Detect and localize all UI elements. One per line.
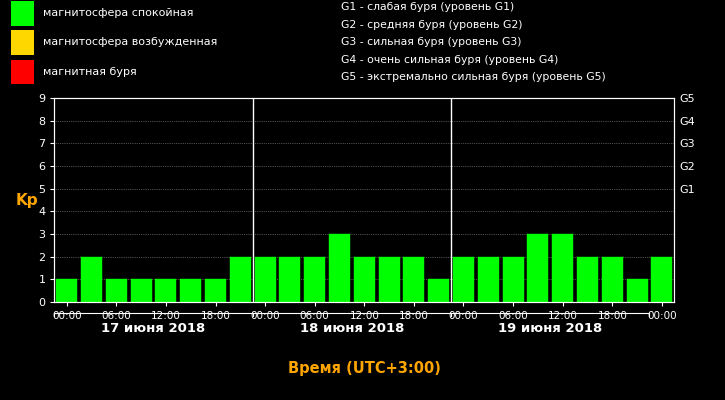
Bar — [230, 257, 251, 302]
Y-axis label: Kp: Kp — [16, 192, 38, 208]
Bar — [428, 279, 450, 302]
Text: магнитосфера спокойная: магнитосфера спокойная — [43, 8, 194, 18]
Bar — [651, 257, 672, 302]
Text: G5 - экстремально сильная буря (уровень G5): G5 - экстремально сильная буря (уровень … — [341, 72, 605, 82]
Bar — [11, 30, 34, 54]
Bar — [453, 257, 474, 302]
Bar — [577, 257, 598, 302]
Bar — [279, 257, 300, 302]
Bar — [304, 257, 326, 302]
Bar — [11, 60, 34, 84]
Bar — [403, 257, 424, 302]
Bar — [329, 234, 350, 302]
Bar — [254, 257, 276, 302]
Bar — [552, 234, 573, 302]
Bar — [502, 257, 523, 302]
Text: G2 - средняя буря (уровень G2): G2 - средняя буря (уровень G2) — [341, 20, 522, 30]
Bar — [57, 279, 78, 302]
Bar — [626, 279, 647, 302]
Bar — [130, 279, 152, 302]
Text: магнитосфера возбужденная: магнитосфера возбужденная — [43, 37, 218, 47]
Bar — [478, 257, 499, 302]
Text: магнитная буря: магнитная буря — [43, 67, 136, 77]
Text: Время (UTC+3:00): Время (UTC+3:00) — [288, 360, 441, 376]
Text: G4 - очень сильная буря (уровень G4): G4 - очень сильная буря (уровень G4) — [341, 55, 558, 65]
Bar — [378, 257, 399, 302]
Bar — [155, 279, 176, 302]
Text: 18 июня 2018: 18 июня 2018 — [299, 322, 404, 335]
Bar — [81, 257, 102, 302]
Text: 17 июня 2018: 17 июня 2018 — [102, 322, 206, 335]
Text: G1 - слабая буря (уровень G1): G1 - слабая буря (уровень G1) — [341, 2, 514, 12]
Bar — [106, 279, 127, 302]
Text: 19 июня 2018: 19 июня 2018 — [498, 322, 602, 335]
Bar — [11, 1, 34, 26]
Bar — [205, 279, 226, 302]
Bar — [181, 279, 202, 302]
Text: G3 - сильная буря (уровень G3): G3 - сильная буря (уровень G3) — [341, 37, 521, 47]
Bar — [602, 257, 623, 302]
Bar — [354, 257, 375, 302]
Bar — [527, 234, 548, 302]
